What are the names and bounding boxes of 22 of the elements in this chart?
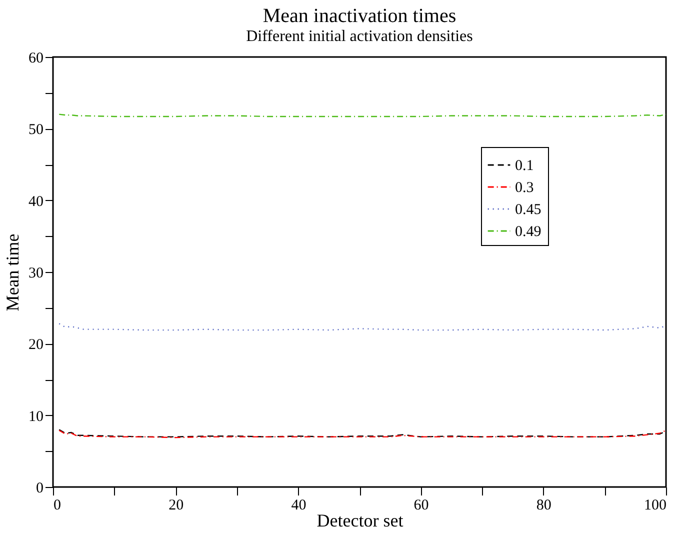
y-tick-label: 10 xyxy=(28,408,44,425)
line-series xyxy=(58,323,666,331)
x-tick-label: 0 xyxy=(54,498,61,514)
legend-label: 0.45 xyxy=(515,202,542,218)
y-tick-label: 30 xyxy=(28,266,44,282)
x-tick-label: 20 xyxy=(168,498,184,514)
y-tick-label: 60 xyxy=(28,50,44,66)
x-tick-label: 100 xyxy=(644,498,666,514)
x-axis-title: Detector set xyxy=(316,510,404,530)
y-tick-label: 0 xyxy=(36,480,44,496)
y-tick-label: 40 xyxy=(28,194,44,210)
legend-label: 0.1 xyxy=(515,158,534,174)
x-tick-label: 40 xyxy=(291,498,306,514)
chart-title: Mean inactivation times xyxy=(262,5,456,27)
y-tick-label: 50 xyxy=(28,122,44,138)
y-tick-label: 20 xyxy=(28,337,44,354)
x-tick-label: 60 xyxy=(414,498,429,514)
legend-label: 0.49 xyxy=(515,224,542,240)
y-axis-title: Mean time xyxy=(2,234,22,312)
x-tick-label: 80 xyxy=(536,498,552,514)
chart-subtitle: Different initial activation densities xyxy=(246,28,473,45)
legend-label: 0.3 xyxy=(515,180,534,196)
